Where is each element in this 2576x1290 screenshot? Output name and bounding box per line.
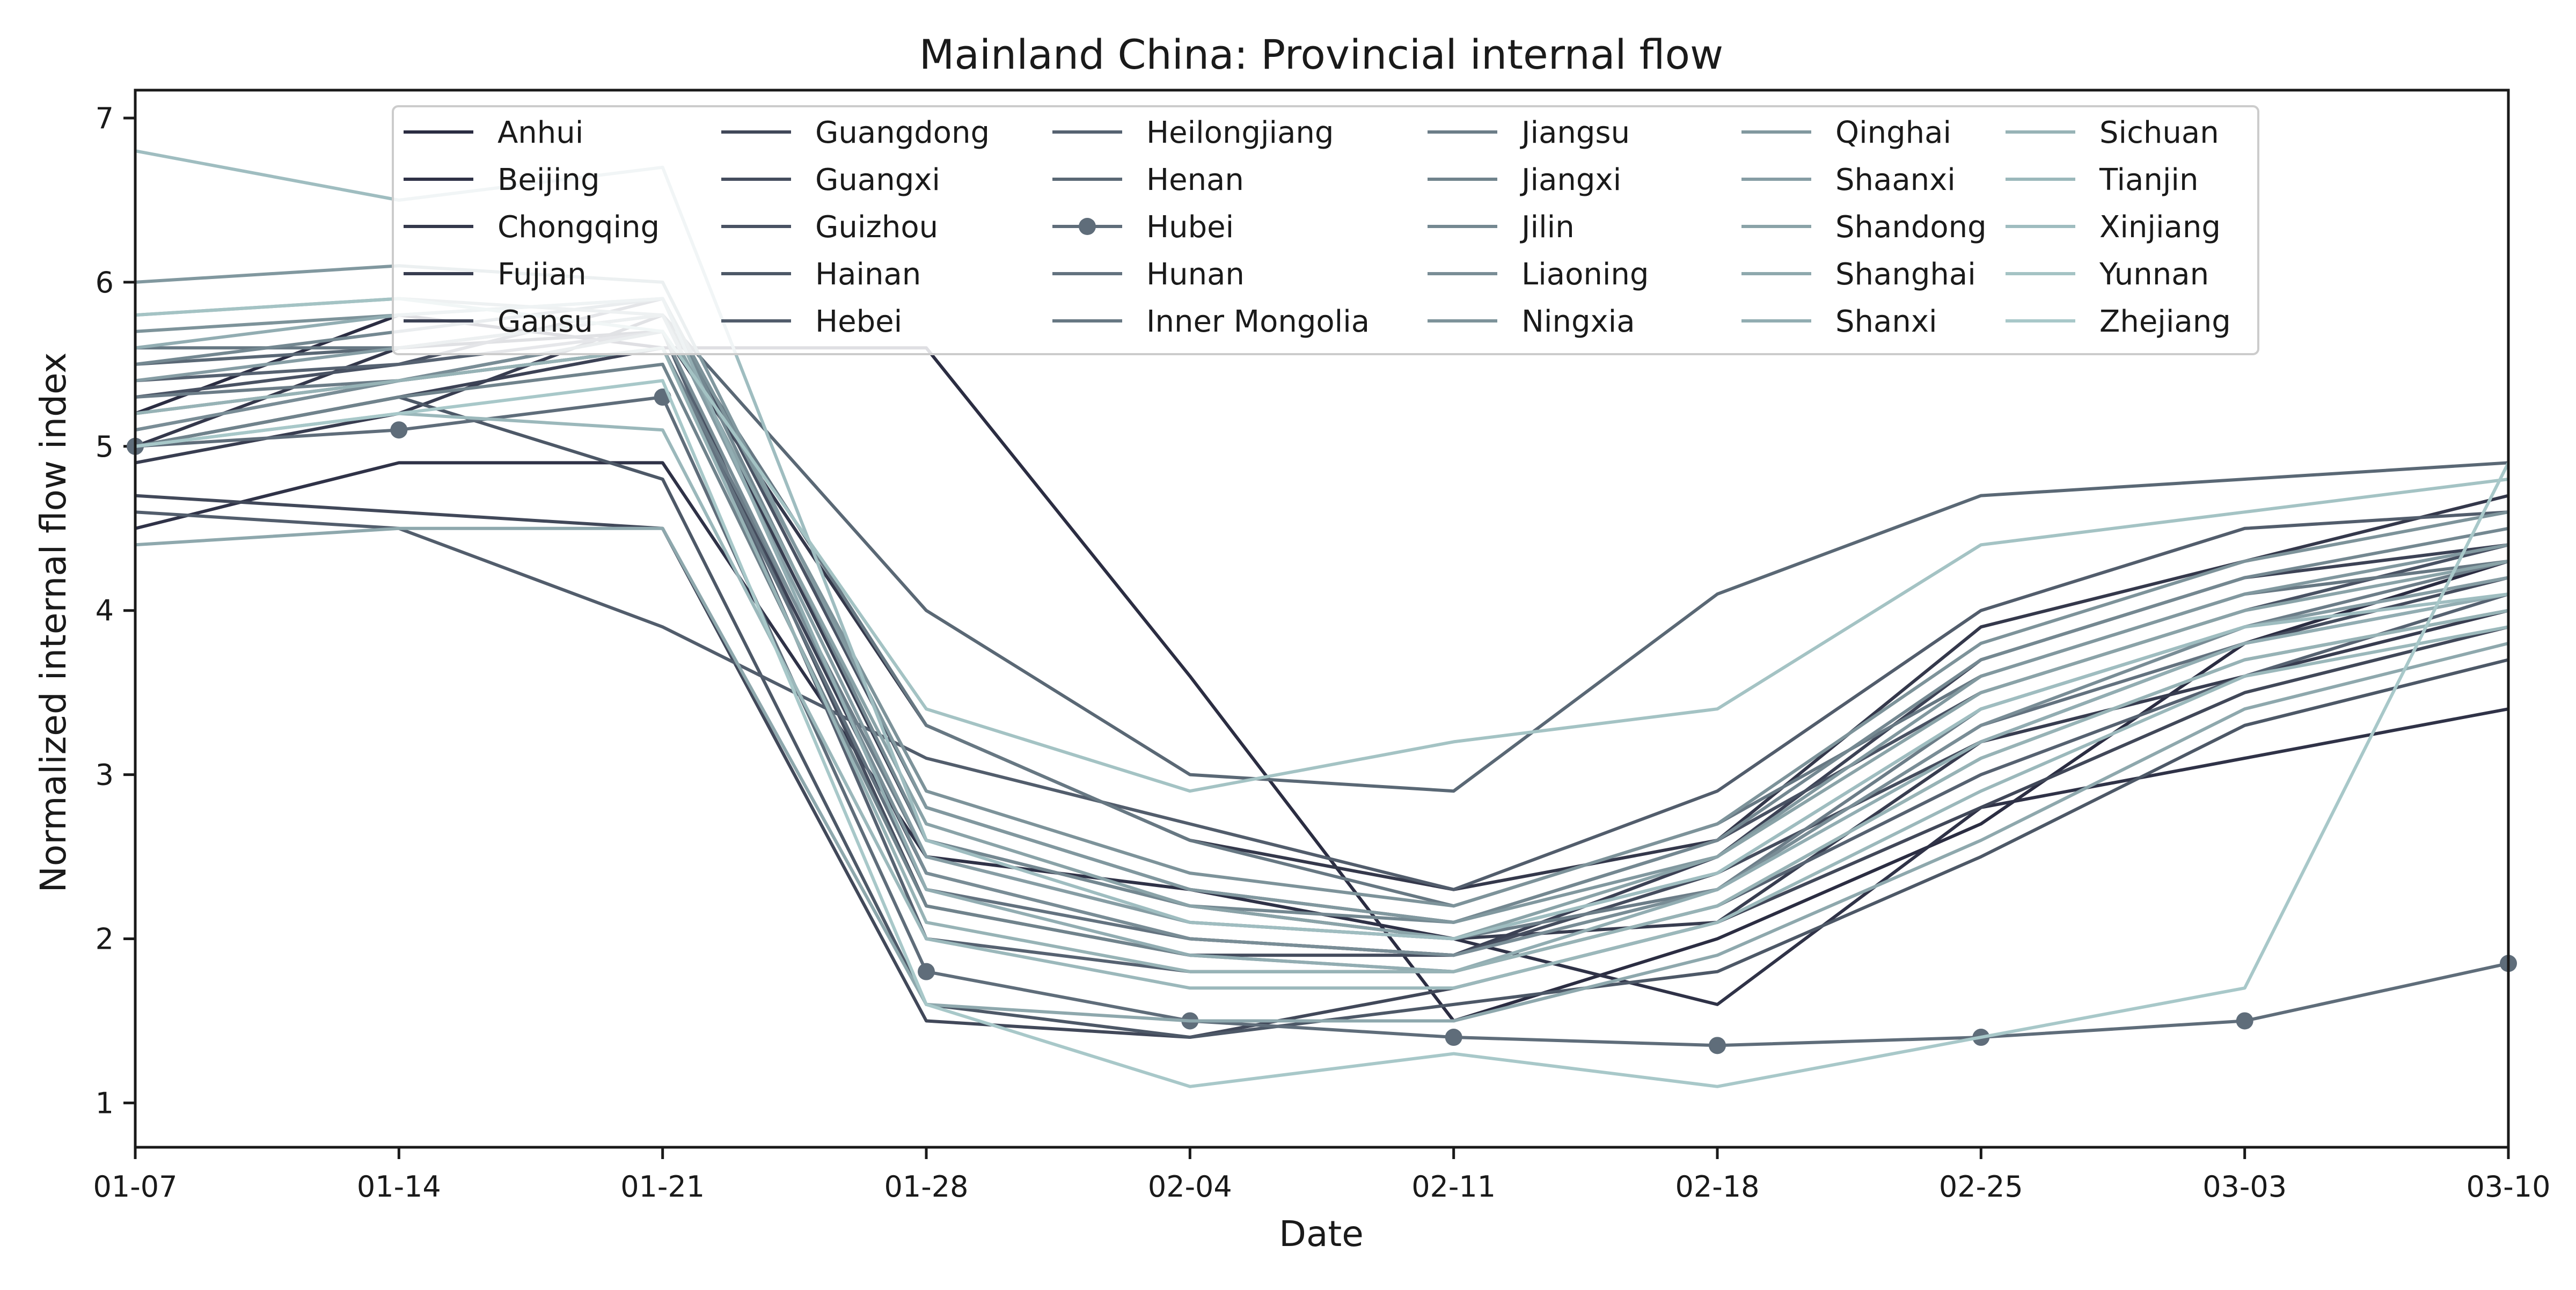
series-line-hebei (135, 510, 2509, 891)
legend-box (392, 105, 2259, 355)
legend-label: Hainan (815, 257, 921, 292)
x-tick-label: 02-04 (1148, 1170, 1232, 1204)
series-line-zhejiang (135, 379, 2510, 1088)
x-tick-label: 02-25 (1939, 1170, 2023, 1204)
legend-label: Jiangsu (1520, 115, 1630, 150)
legend-label: Jiangxi (1520, 163, 1621, 197)
x-tick-label: 03-10 (2467, 1170, 2551, 1204)
plot-frame (134, 89, 2510, 1149)
legend-marker (1079, 218, 1096, 235)
legend-label: Tianjin (2099, 163, 2198, 197)
chart-title: Mainland China: Provincial internal flow (919, 31, 1723, 78)
x-tick-label: 02-18 (1675, 1170, 1760, 1204)
x-tick-label: 03-03 (2202, 1170, 2287, 1204)
y-tick-label: 4 (96, 594, 114, 628)
series-line-guangdong (135, 494, 2509, 1039)
legend-label: Hunan (1146, 257, 1245, 292)
legend-label: Gansu (497, 304, 593, 339)
legend-label: Inner Mongolia (1146, 304, 1370, 339)
legend-label: Guangxi (815, 163, 940, 197)
legend-label: Anhui (497, 115, 583, 150)
legend: Anhui Beijing Chongqing Fujian Gansu Guangdon… (392, 105, 2259, 355)
legend-label: Henan (1146, 163, 1244, 197)
x-axis-label: Date (1279, 1213, 1364, 1255)
legend-label: Shaanxi (1835, 163, 1956, 197)
legend-label: Fujian (497, 257, 587, 292)
y-tick-label: 2 (96, 922, 114, 956)
legend-label: Hebei (815, 304, 902, 339)
legend-label: Xinjiang (2099, 210, 2221, 245)
x-axis-ticks: 01-07 01-14 01-21 01-28 02-04 02-11 02-18 02-25… (93, 1147, 2551, 1204)
legend-label: Shanghai (1835, 257, 1976, 292)
y-tick-label: 3 (96, 758, 114, 792)
series-line-hubei (135, 395, 2509, 1047)
y-tick-label: 1 (96, 1086, 114, 1120)
legend-label: Heilongjiang (1146, 115, 1334, 150)
y-tick-label: 6 (96, 266, 114, 299)
legend-label: Jilin (1520, 210, 1575, 245)
x-tick-label: 01-28 (884, 1170, 969, 1204)
series-point-hubei (1709, 1037, 1726, 1054)
legend-label: Chongqing (497, 210, 660, 245)
series-point-hubei (1445, 1029, 1462, 1046)
series-point-hubei (2236, 1012, 2253, 1030)
legend-label: Beijing (497, 163, 600, 197)
y-tick-label: 7 (96, 101, 114, 135)
series-line-tianjin (135, 412, 2509, 990)
legend-label: Qinghai (1835, 115, 1951, 150)
legend-label: Liaoning (1521, 257, 1649, 292)
legend-label: Yunnan (2099, 257, 2209, 292)
x-tick-label: 01-07 (93, 1170, 178, 1204)
legend-label: Guizhou (815, 210, 938, 245)
series-line-shanghai (135, 526, 2509, 1023)
series-line-sichuan (135, 346, 2509, 973)
x-tick-label: 01-14 (357, 1170, 441, 1204)
x-tick-label: 01-21 (620, 1170, 705, 1204)
y-tick-label: 5 (96, 430, 114, 464)
x-tick-label: 02-11 (1411, 1170, 1496, 1204)
y-axis-label: Normalized internal flow index (33, 353, 74, 893)
legend-label: Hubei (1146, 210, 1234, 245)
series-point-hubei (918, 963, 935, 980)
series-point-hubei (390, 421, 408, 439)
legend-label: Sichuan (2099, 115, 2219, 150)
legend-label: Ningxia (1521, 304, 1635, 339)
legend-label: Guangdong (815, 115, 990, 150)
legend-label: Shandong (1835, 210, 1987, 245)
series-line-liaoning (135, 329, 2509, 957)
legend-label: Zhejiang (2099, 304, 2231, 339)
y-axis-ticks: 1 2 3 4 5 6 7 (96, 101, 135, 1120)
legend-label: Shanxi (1835, 304, 1937, 339)
